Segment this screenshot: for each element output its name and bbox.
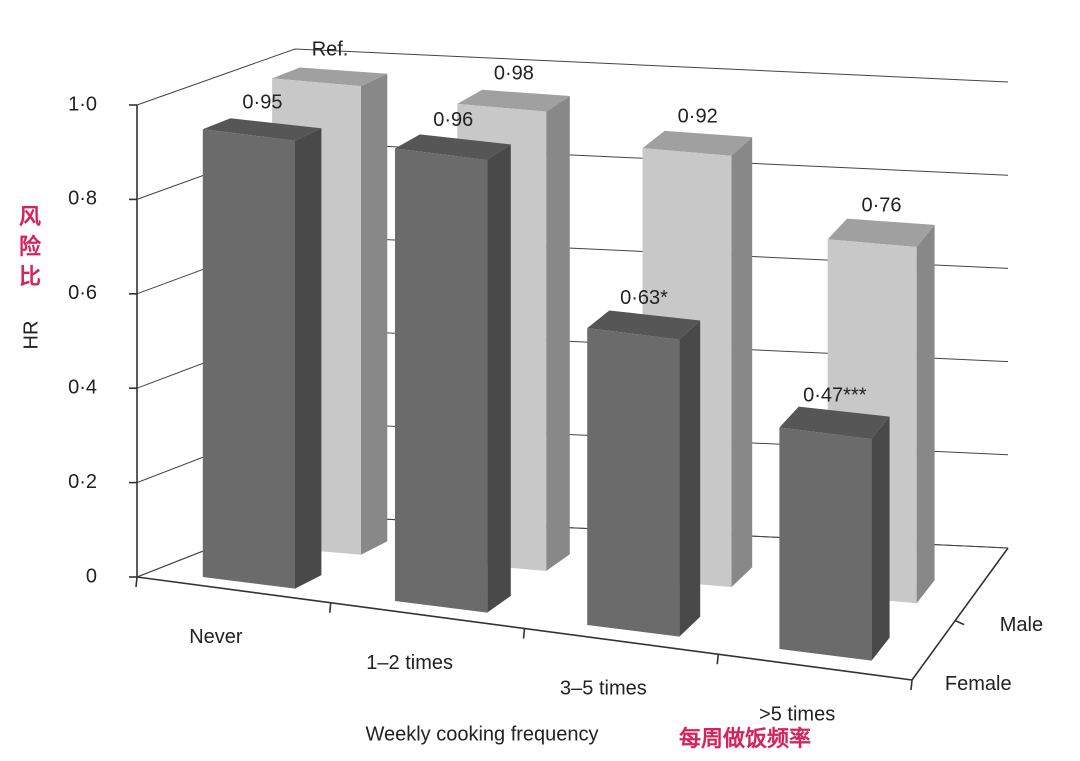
y-axis-label: HR [20,321,42,350]
grid-line [136,48,1009,106]
depth-tick [954,619,965,626]
value-label: 0·98 [494,63,534,85]
bar [779,406,890,661]
x-axis-label: Weekly cooking frequency [365,723,598,745]
y-tick-label: 1·0 [68,93,97,115]
x-tick [522,628,526,639]
bar-front [779,427,872,661]
bar-front [395,148,488,613]
bar-side [361,73,388,555]
bar-top [779,406,890,439]
bar-top [272,67,388,87]
depth-axis [911,547,1009,681]
value-label: Ref. [312,39,349,61]
x-tick [716,654,720,665]
x-tick-label: Never [189,626,243,648]
depth-label: Female [945,673,1012,695]
value-label: 0·95 [242,91,282,113]
y-axis-note: 风险比 [19,204,42,289]
bar-top [395,134,511,160]
y-tick-label: 0·8 [68,188,97,210]
x-tick [328,602,332,613]
x-tick-label: >5 times [759,703,835,725]
bar [395,134,511,613]
x-axis-note: 每周做饭频率 [679,726,811,751]
value-label: 0·76 [862,195,902,217]
bar-side [871,416,890,661]
bar-side [487,144,511,613]
bar-top [202,118,322,141]
value-label: 0·92 [678,105,718,127]
bar-side [679,320,701,637]
y-axis-note: 风险比 [19,204,42,289]
y-tick-label: 0 [86,565,97,587]
bar-top [827,218,935,247]
x-tick [910,679,913,691]
bar-top [587,310,701,340]
x-tick-label: 1–2 times [366,652,453,674]
depth-label: Male [1000,614,1043,636]
bar-top [642,130,753,156]
bar-front [202,129,295,589]
bar [587,310,701,637]
bar-side [916,224,935,604]
value-label: 0·63* [620,287,668,309]
y-tick-label: 0·6 [68,282,97,304]
bar-side [546,96,570,571]
bar-side [295,128,322,589]
x-tick [135,576,138,588]
x-tick-label: 3–5 times [560,678,647,700]
value-label: 0·96 [433,109,473,131]
y-tick-label: 0·2 [68,471,97,493]
bar-side [731,137,753,588]
value-label: 0·47*** [803,385,867,407]
bar [202,118,322,589]
bar-front [587,328,680,637]
bar-top [457,89,570,112]
y-tick-label: 0·4 [68,376,97,398]
